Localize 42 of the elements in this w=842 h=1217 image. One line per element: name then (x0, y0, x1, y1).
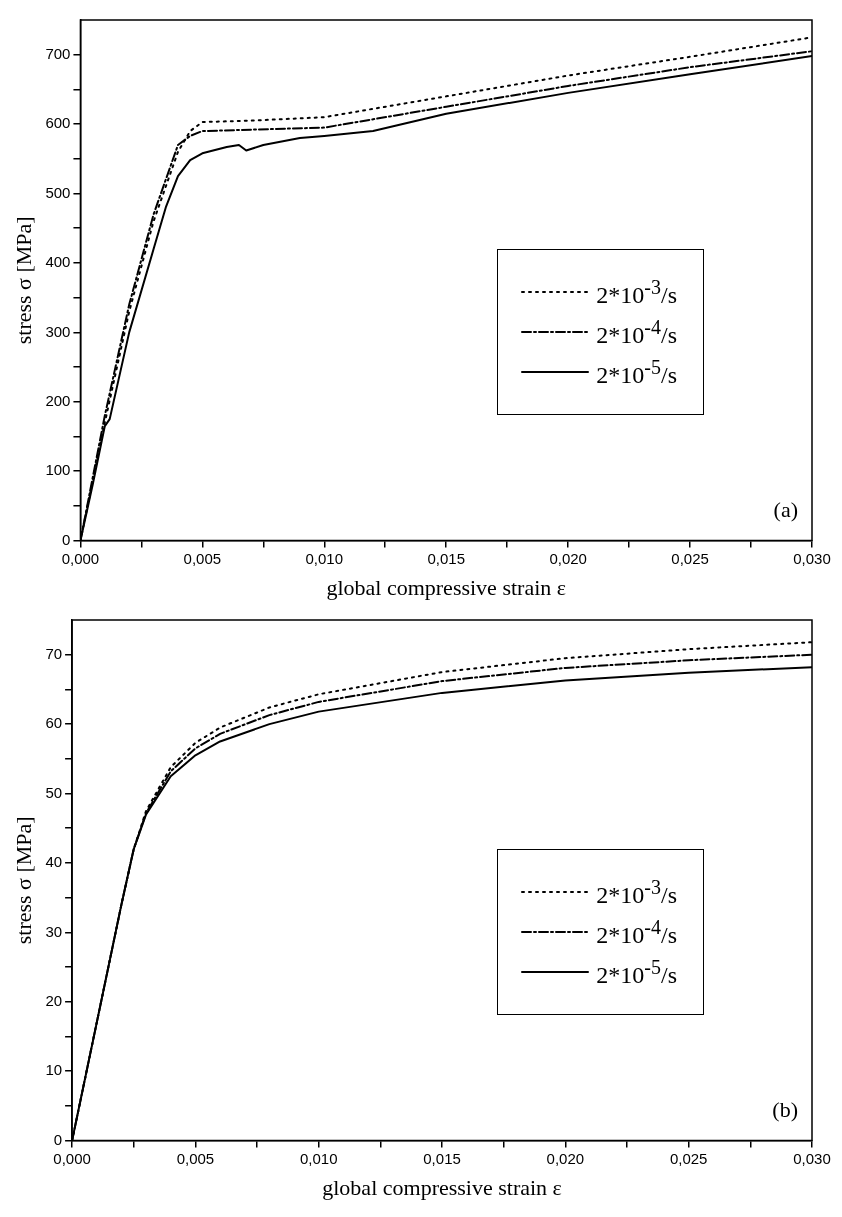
x-tick-label: 0,030 (793, 1149, 831, 1167)
y-tick-label: 0 (53, 1130, 63, 1148)
x-tick-label: 0,005 (183, 549, 222, 567)
x-tick-label: 0,010 (305, 549, 344, 567)
y-tick-label: 50 (45, 783, 63, 801)
legend-label: 2*10$^{-3}$/s (596, 275, 677, 309)
y-axis-title: stress σ [MPa] (10, 216, 36, 345)
y-tick-label: 40 (45, 853, 63, 871)
x-axis-title: global compressive strain ε (322, 1174, 562, 1200)
y-tick-label: 60 (45, 714, 63, 732)
legend-label: 2*10$^{-5}$/s (596, 955, 677, 989)
y-tick-label: 30 (45, 922, 63, 940)
y-tick-label: 400 (45, 253, 71, 271)
x-tick-label: 0,025 (669, 1149, 708, 1167)
x-tick-label: 0,015 (423, 1149, 461, 1167)
y-axis-title: stress σ [MPa] (10, 816, 36, 945)
x-tick-label: 0,000 (53, 1149, 91, 1167)
legend-label: 2*10$^{-4}$/s (596, 915, 677, 949)
y-tick-label: 600 (45, 114, 71, 132)
legend-label: 2*10$^{-3}$/s (596, 875, 677, 909)
y-tick-label: 10 (45, 1061, 63, 1079)
y-tick-label: 100 (45, 461, 71, 479)
annotation: (b) (772, 1096, 798, 1123)
annotation: (a) (773, 496, 798, 523)
x-tick-label: 0,025 (671, 549, 709, 567)
x-tick-label: 0,005 (176, 1149, 215, 1167)
x-tick-label: 0,020 (546, 1149, 585, 1167)
y-tick-label: 500 (45, 183, 71, 201)
x-axis-title: global compressive strain ε (326, 574, 566, 600)
y-tick-label: 700 (45, 44, 71, 62)
x-tick-label: 0,000 (61, 549, 100, 567)
y-tick-label: 70 (45, 644, 63, 662)
x-tick-label: 0,010 (299, 1149, 338, 1167)
legend-label: 2*10$^{-5}$/s (596, 355, 677, 389)
x-tick-label: 0,030 (793, 549, 831, 567)
y-tick-label: 20 (45, 991, 63, 1009)
legend-label: 2*10$^{-4}$/s (596, 315, 677, 349)
x-tick-label: 0,015 (427, 549, 465, 567)
y-tick-label: 300 (45, 322, 71, 340)
y-tick-label: 0 (62, 530, 71, 548)
y-tick-label: 200 (45, 391, 71, 409)
x-tick-label: 0,020 (549, 549, 587, 567)
